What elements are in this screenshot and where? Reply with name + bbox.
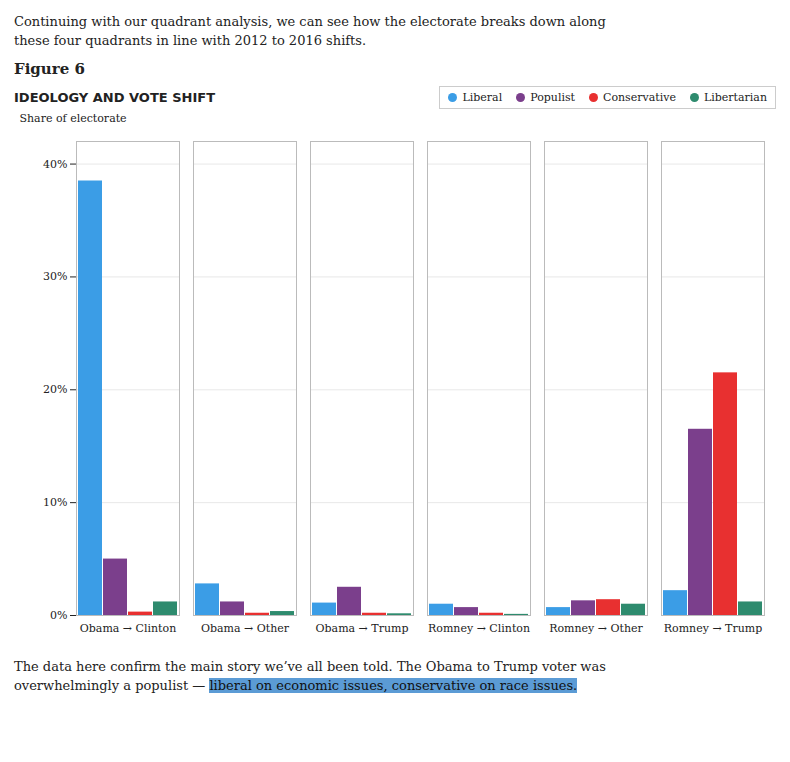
html-text:overwhelmingly a populist — li: overwhelmingly a populist — liberal on e…	[14, 678, 578, 693]
svg-text:Obama → Trump: Obama → Trump	[316, 622, 409, 635]
html-text:IDEOLOGY AND VOTE SHIFT: IDEOLOGY AND VOTE SHIFT	[14, 90, 215, 105]
svg-text:10%: 10%	[43, 496, 67, 509]
svg-text:20%: 20%	[43, 383, 67, 396]
html-text:Figure 6: Figure 6	[14, 60, 85, 78]
svg-text:Obama → Other: Obama → Other	[201, 622, 290, 635]
svg-text:Romney → Trump: Romney → Trump	[664, 622, 763, 635]
svg-text:Obama → Clinton: Obama → Clinton	[80, 622, 176, 635]
html-text:Populist: Populist	[530, 91, 575, 104]
svg-text:30%: 30%	[43, 270, 67, 283]
html-text:these four quadrants in line w: these four quadrants in line with 2012 t…	[14, 33, 367, 48]
html-text:Liberal: Liberal	[462, 91, 503, 104]
svg-text:Share of electorate: Share of electorate	[20, 112, 127, 125]
svg-text:40%: 40%	[43, 158, 67, 171]
html-text:Conservative: Conservative	[603, 91, 676, 104]
html-text:The data here confirm the main: The data here confirm the main story we’…	[14, 659, 606, 674]
svg-text:0%: 0%	[50, 609, 67, 622]
svg-text:Romney → Clinton: Romney → Clinton	[428, 622, 530, 635]
html-text:Continuing with our quadrant a: Continuing with our quadrant analysis, w…	[14, 14, 606, 29]
svg-text:Romney → Other: Romney → Other	[549, 622, 643, 635]
html-text:Libertarian: Libertarian	[704, 91, 767, 104]
